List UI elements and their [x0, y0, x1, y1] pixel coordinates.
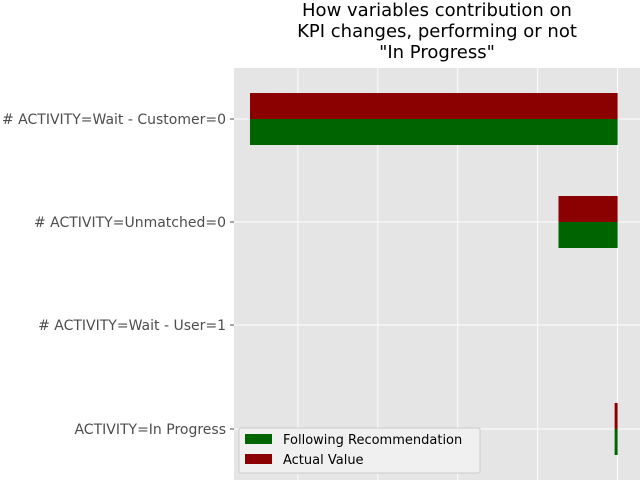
- chart-title-line-2: "In Progress": [379, 42, 495, 63]
- bar-following-recommendation-0: [249, 119, 618, 145]
- chart-title-line-1: KPI changes, performing or not: [297, 21, 577, 42]
- y-tick-label-1: # ACTIVITY=Unmatched=0: [34, 215, 226, 231]
- bars: [249, 93, 618, 455]
- bar-actual-value-0: [249, 93, 618, 119]
- bar-following-recommendation-3: [614, 429, 618, 455]
- legend-label-1: Actual Value: [283, 453, 364, 468]
- legend-swatch-1: [245, 454, 272, 464]
- legend-label-0: Following Recommendation: [283, 433, 462, 448]
- y-tick-label-3: ACTIVITY=In Progress: [74, 422, 226, 438]
- bar-actual-value-1: [558, 196, 618, 222]
- bar-following-recommendation-1: [558, 222, 618, 248]
- legend-swatch-0: [245, 434, 272, 444]
- legend: Following Recommendation Actual Value: [238, 427, 481, 474]
- chart-title-line-0: How variables contribution on: [302, 0, 572, 21]
- legend-box: [238, 427, 481, 474]
- y-tick-label-0: # ACTIVITY=Wait - Customer=0: [2, 112, 226, 128]
- y-tick-labels: # ACTIVITY=Wait - Customer=0 # ACTIVITY=U…: [2, 112, 234, 438]
- y-tick-label-2: # ACTIVITY=Wait - User=1: [38, 318, 226, 334]
- bar-actual-value-3: [614, 403, 618, 429]
